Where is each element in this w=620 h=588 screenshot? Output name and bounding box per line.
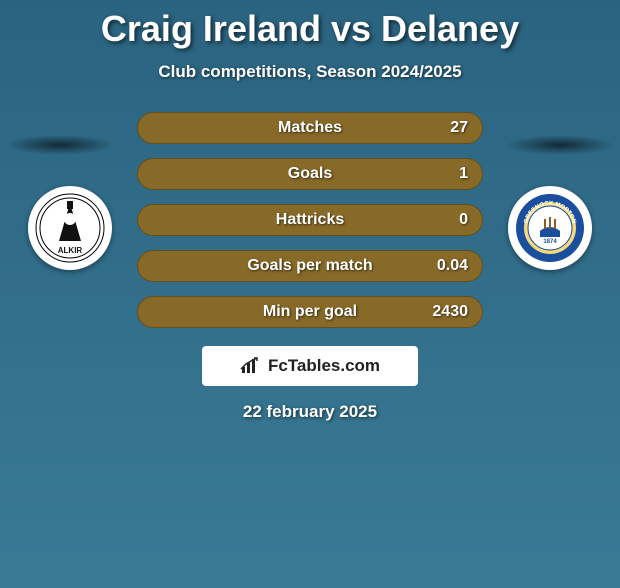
club-badge-left: ALKIR	[28, 186, 112, 270]
stats-container: Matches 27 Goals 1 Hattricks 0 Goals per…	[137, 112, 483, 328]
svg-text:ALKIR: ALKIR	[58, 246, 83, 255]
date-text: 22 february 2025	[0, 402, 620, 422]
player-left-shadow	[5, 135, 115, 155]
stat-label: Hattricks	[276, 211, 344, 229]
stat-value-right: 27	[450, 119, 468, 137]
badge-left-icon: ALKIR	[35, 193, 105, 263]
stat-row-matches: Matches 27	[137, 112, 483, 144]
subtitle: Club competitions, Season 2024/2025	[0, 62, 620, 82]
stat-value-right: 0	[459, 211, 468, 229]
branding-box[interactable]: FcTables.com	[202, 346, 418, 386]
stat-label: Matches	[278, 119, 342, 137]
stat-label: Goals per match	[247, 257, 372, 275]
stat-row-goals-per-match: Goals per match 0.04	[137, 250, 483, 282]
chart-icon	[240, 357, 262, 375]
player-right-shadow	[505, 135, 615, 155]
branding-text: FcTables.com	[268, 356, 380, 376]
stat-row-hattricks: Hattricks 0	[137, 204, 483, 236]
stat-label: Min per goal	[263, 303, 357, 321]
stat-row-goals: Goals 1	[137, 158, 483, 190]
stat-value-right: 2430	[432, 303, 468, 321]
stat-label: Goals	[288, 165, 332, 183]
page-title: Craig Ireland vs Delaney	[0, 8, 620, 50]
svg-text:1874: 1874	[543, 239, 557, 245]
stat-value-right: 0.04	[437, 257, 468, 275]
badge-right-icon: 1874 GREENOCK MORTON	[515, 193, 585, 263]
stat-value-right: 1	[459, 165, 468, 183]
stat-row-min-per-goal: Min per goal 2430	[137, 296, 483, 328]
club-badge-right: 1874 GREENOCK MORTON	[508, 186, 592, 270]
